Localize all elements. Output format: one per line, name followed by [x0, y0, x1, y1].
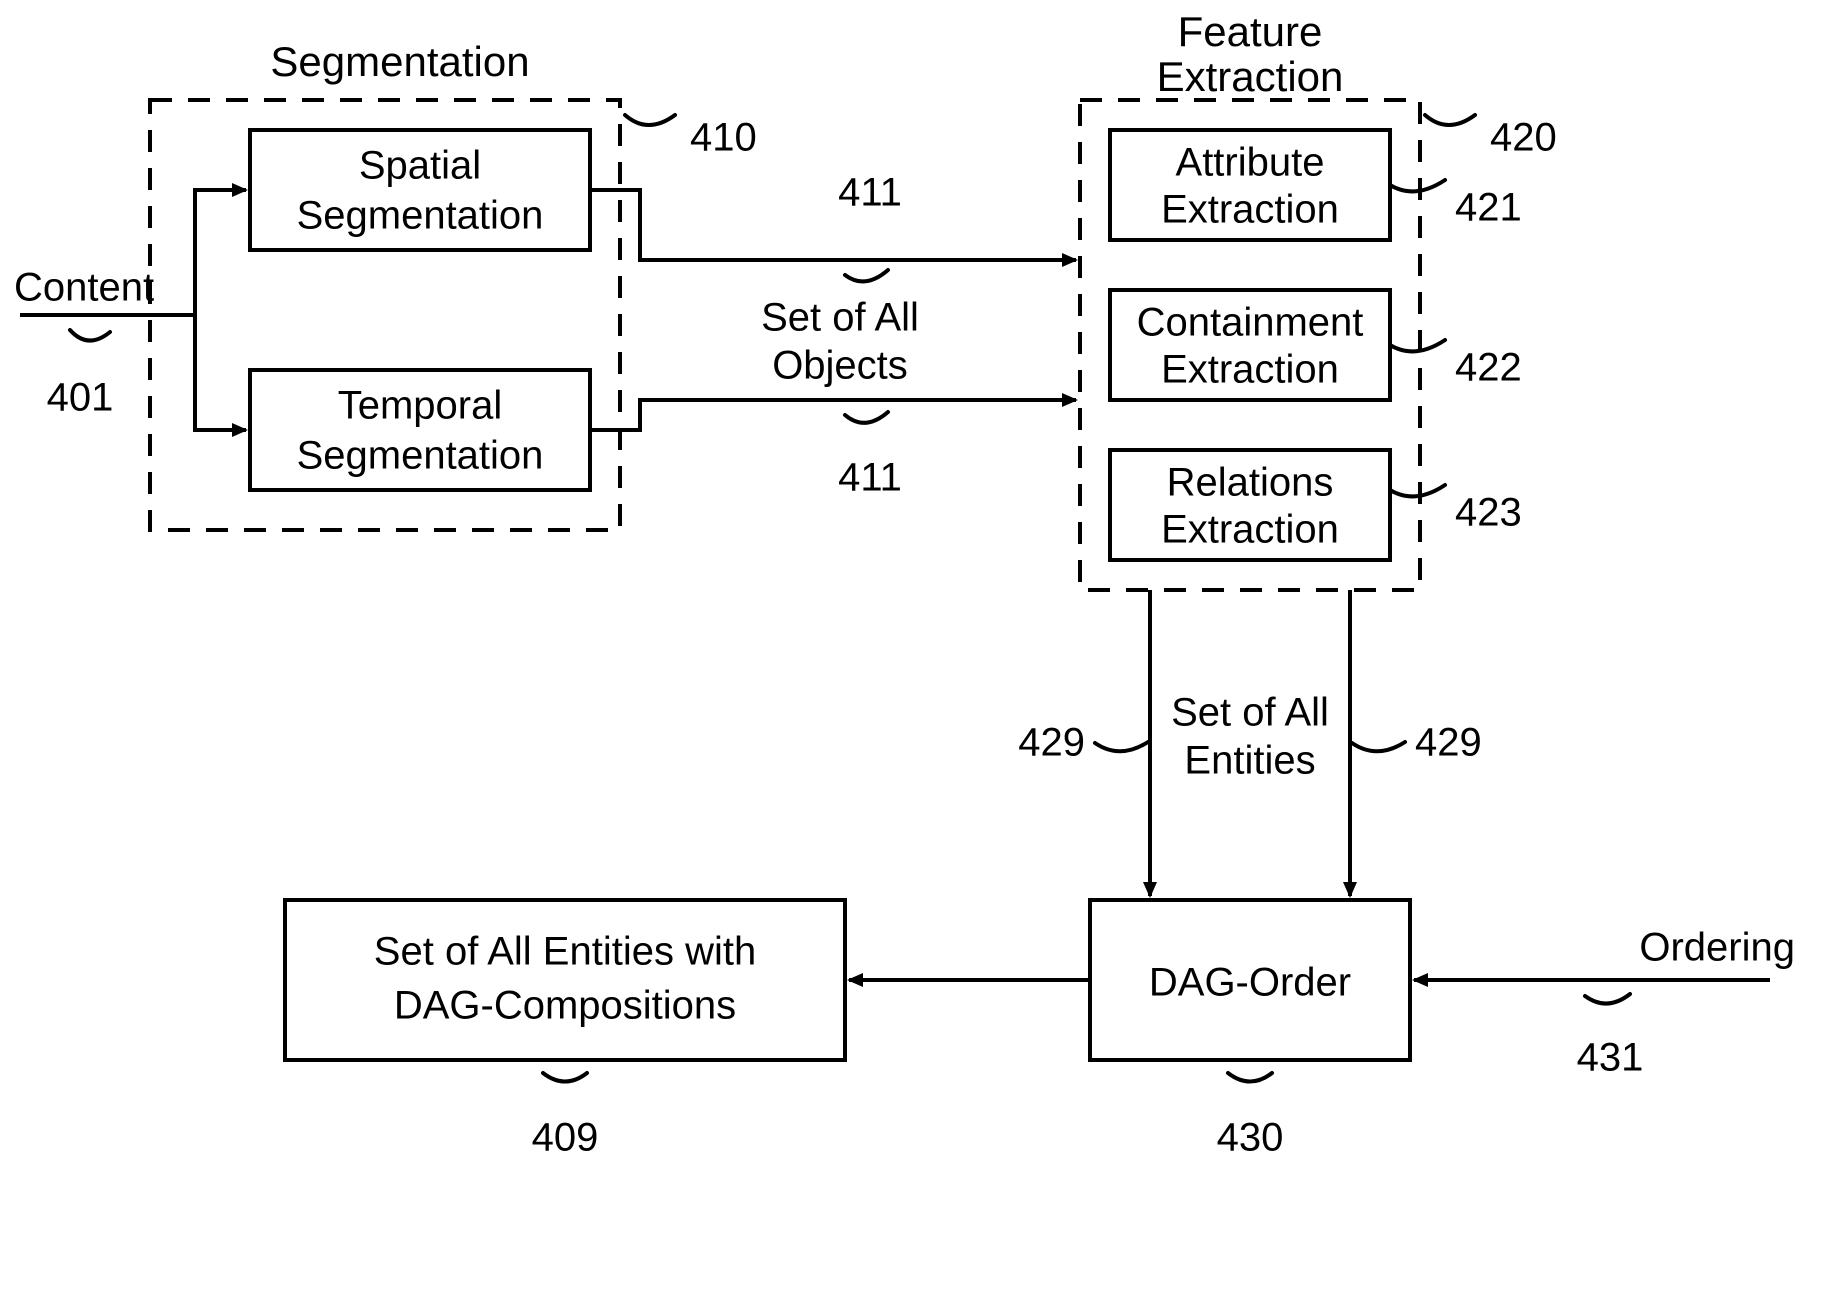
- objects-label-1: Set of All: [761, 296, 919, 340]
- dag-order-ref-curve: [1228, 1073, 1272, 1082]
- output-ref-curve: [543, 1073, 587, 1082]
- attribute-extraction-label-2: Extraction: [1161, 188, 1339, 232]
- feature-extraction-ref: 420: [1490, 116, 1557, 160]
- content-label: Content: [14, 266, 154, 310]
- entities-ref-right-curve: [1352, 742, 1405, 751]
- segmentation-title: Segmentation: [270, 38, 529, 85]
- entities-ref-left: 429: [1018, 721, 1085, 765]
- relations-ref-curve: [1390, 485, 1445, 496]
- content-to-temporal-edge: [195, 315, 246, 430]
- attribute-ref-curve: [1390, 180, 1445, 191]
- temporal-segmentation-label-2: Segmentation: [297, 434, 544, 478]
- feature-extraction-title-1: Feature: [1178, 8, 1323, 55]
- spatial-to-feature-edge: [590, 190, 1076, 260]
- temporal-segmentation-label-1: Temporal: [338, 384, 503, 428]
- content-ref: 401: [47, 376, 114, 420]
- objects-label-2: Objects: [772, 344, 908, 388]
- objects-ref-top: 411: [838, 171, 902, 215]
- attribute-ref: 421: [1455, 186, 1522, 230]
- segmentation-ref-curve: [625, 115, 675, 125]
- attribute-extraction-label-1: Attribute: [1176, 141, 1325, 185]
- output-label-2: DAG-Compositions: [394, 984, 736, 1028]
- containment-ref: 422: [1455, 346, 1522, 390]
- temporal-to-feature-edge: [590, 400, 1076, 430]
- relations-extraction-label-1: Relations: [1167, 461, 1334, 505]
- containment-extraction-label-1: Containment: [1137, 301, 1364, 345]
- entities-label-2: Entities: [1184, 739, 1315, 783]
- entities-ref-left-curve: [1095, 742, 1148, 751]
- spatial-segmentation-label-1: Spatial: [359, 144, 481, 188]
- feature-extraction-ref-curve: [1425, 115, 1475, 125]
- objects-ref-bottom: 411: [838, 456, 902, 500]
- spatial-segmentation-label-2: Segmentation: [297, 194, 544, 238]
- dag-order-label: DAG-Order: [1149, 961, 1351, 1005]
- content-to-spatial-edge: [195, 190, 246, 315]
- ordering-label: Ordering: [1639, 926, 1795, 970]
- relations-ref: 423: [1455, 491, 1522, 535]
- output-ref: 409: [532, 1116, 599, 1160]
- containment-ref-curve: [1390, 340, 1445, 351]
- segmentation-ref: 410: [690, 116, 757, 160]
- entities-label-1: Set of All: [1171, 691, 1329, 735]
- content-ref-curve: [70, 330, 110, 341]
- objects-ref-top-curve: [845, 270, 888, 281]
- containment-extraction-label-2: Extraction: [1161, 348, 1339, 392]
- dag-order-ref: 430: [1217, 1116, 1284, 1160]
- feature-extraction-title-2: Extraction: [1157, 53, 1344, 100]
- entities-ref-right: 429: [1415, 721, 1482, 765]
- relations-extraction-label-2: Extraction: [1161, 508, 1339, 552]
- flowchart: Segmentation Spatial Segmentation Tempor…: [0, 0, 1829, 1292]
- objects-ref-bottom-curve: [845, 412, 888, 423]
- output-box: [285, 900, 845, 1060]
- ordering-ref: 431: [1577, 1036, 1644, 1080]
- output-label-1: Set of All Entities with: [374, 930, 756, 974]
- ordering-ref-curve: [1585, 994, 1630, 1004]
